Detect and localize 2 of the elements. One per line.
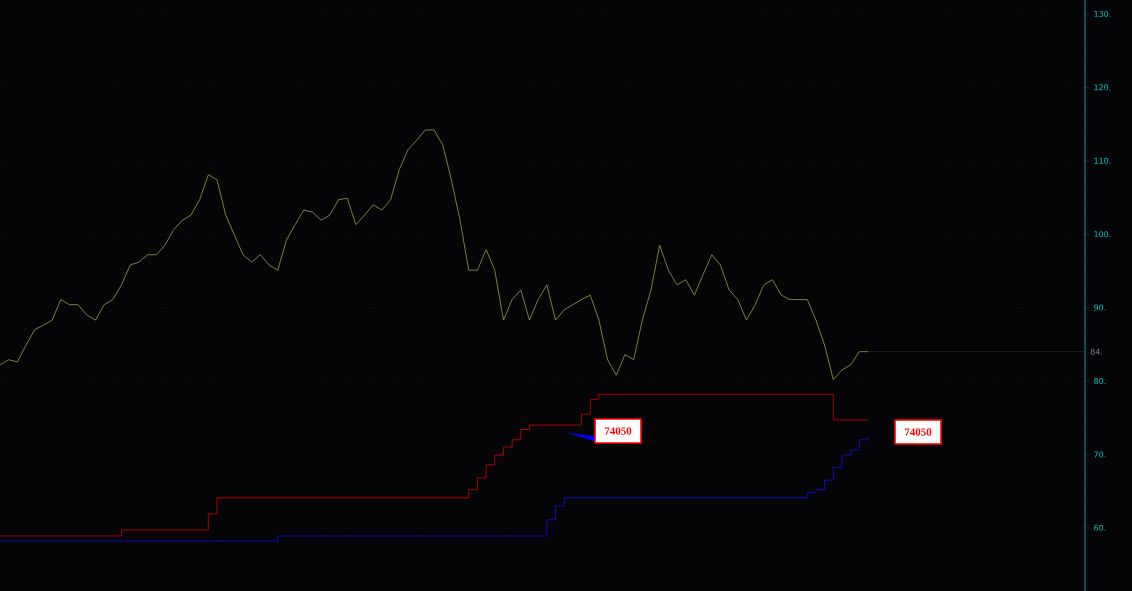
annotation: 74050: [904, 428, 932, 436]
annotation: 74050: [604, 427, 632, 435]
